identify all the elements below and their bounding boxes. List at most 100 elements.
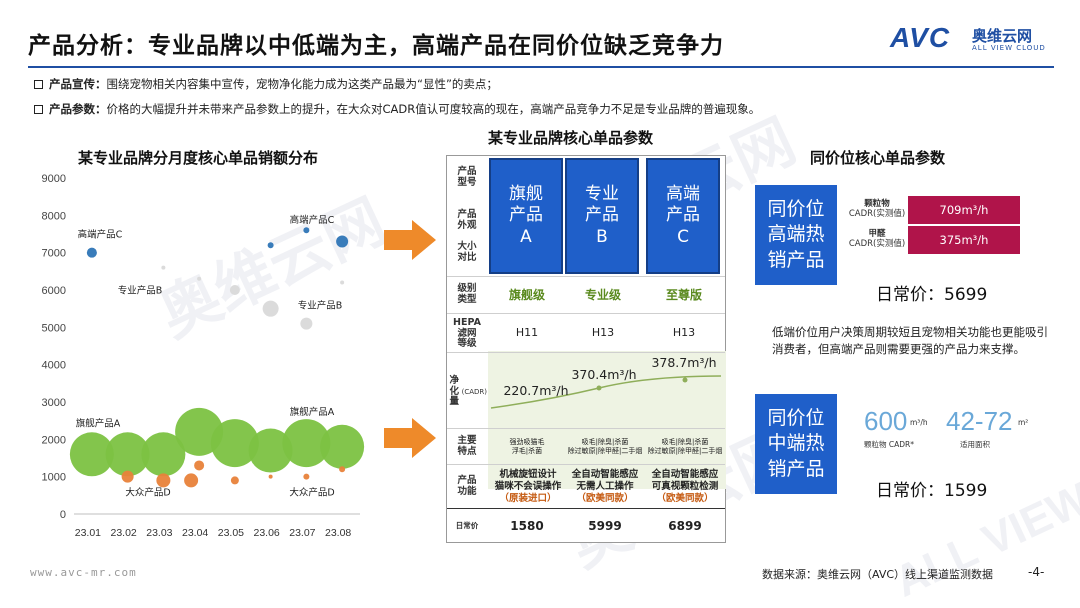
bubble-point xyxy=(121,470,134,483)
row-divider xyxy=(447,276,725,277)
function-origin: （原装进口） xyxy=(499,492,557,504)
row-label: 级别 类型 xyxy=(457,283,477,305)
function-line: 无需人工操作 xyxy=(576,481,634,493)
x-tick-label: 23.04 xyxy=(182,527,208,539)
features-b: 吸毛|除臭|杀菌 除过敏原|除甲醛|二手烟 xyxy=(567,438,643,455)
row-divider xyxy=(447,313,725,314)
function-line: 机械旋钮设计 xyxy=(499,469,557,481)
series-annotation: 专业产品B xyxy=(118,285,163,297)
y-tick-label: 1000 xyxy=(42,472,66,484)
function-origin: （欧美同款） xyxy=(656,492,714,504)
y-tick-label: 9000 xyxy=(42,173,66,185)
series-annotation: 高端产品C xyxy=(78,229,123,241)
x-tick-label: 23.01 xyxy=(75,527,101,539)
series-annotation: 大众产品D xyxy=(125,486,170,498)
footer-source: 数据来源：奥维云网（AVC）线上渠道监测数据 xyxy=(762,568,994,581)
bullet-text: 围绕宠物相关内容集中宣传，宠物净化能力成为这类产品最为“显性”的卖点； xyxy=(106,77,498,91)
function-line: 全自动智能感应 xyxy=(571,469,639,481)
row-label: 主要 特点 xyxy=(457,435,477,457)
particle-cadr-bar: 709m³/h xyxy=(908,196,1020,224)
high-end-price: 日常价：5699 xyxy=(876,285,988,305)
cadr-c: 378.7m³/h xyxy=(651,355,717,371)
bubble-point xyxy=(86,247,97,258)
product-name: 专业 产品 B xyxy=(585,184,619,247)
features-c: 吸毛|除臭|杀菌 除过敏原|除甲醛|二手烟 xyxy=(647,438,723,455)
bubble-point xyxy=(248,428,293,473)
table-band xyxy=(488,351,726,489)
product-a-box: 旗舰 产品 A xyxy=(489,158,563,274)
cadr-a: 220.7m³/h xyxy=(503,383,569,399)
row-divider xyxy=(447,508,725,509)
level-a: 旗舰级 xyxy=(508,287,545,302)
y-tick-label: 0 xyxy=(60,509,66,521)
bubble-point xyxy=(156,473,171,488)
logo-avc-text: AVC xyxy=(890,22,951,53)
bubble-point xyxy=(320,424,365,469)
mid-area-label: 适用面积 xyxy=(960,440,990,449)
bubble-point xyxy=(340,280,345,285)
arrow-right-icon xyxy=(384,418,436,458)
series-annotation: 专业产品B xyxy=(298,300,343,312)
series-annotation: 大众产品D xyxy=(289,486,334,498)
hepa-a: H11 xyxy=(515,326,539,340)
bubble-point xyxy=(336,235,349,248)
bubble-point xyxy=(282,419,331,468)
x-tick-label: 23.05 xyxy=(218,527,244,539)
formaldehyde-label: 甲醛 xyxy=(868,229,886,239)
x-tick-label: 23.03 xyxy=(146,527,172,539)
formaldehyde-cadr-bar: 375m³/h xyxy=(908,226,1020,254)
bubble-point xyxy=(210,419,259,468)
row-divider xyxy=(447,352,725,353)
high-end-box-text: 同价位 高端热 销产品 xyxy=(767,197,825,271)
row-label: 产品 外观 大小 对比 xyxy=(457,208,477,264)
arrow-right-icon xyxy=(384,220,436,260)
row-label: 日常价 xyxy=(455,520,479,530)
row-divider xyxy=(447,464,725,465)
x-tick-label: 23.06 xyxy=(253,527,279,539)
function-a: 机械旋钮设计 猫咪不会误操作 （原装进口） xyxy=(489,466,567,508)
y-tick-label: 5000 xyxy=(42,322,66,334)
function-c: 全自动智能感应 可真视颗粒检测 （欧美同款） xyxy=(645,466,725,508)
bubble-point xyxy=(339,466,346,473)
cadr-curve xyxy=(490,375,722,409)
y-tick-label: 3000 xyxy=(42,397,66,409)
price-b: 5999 xyxy=(588,518,622,533)
bubble-point xyxy=(69,432,114,477)
mid-end-price: 日常价：1599 xyxy=(876,481,988,501)
footer-url: www.avc-mr.com xyxy=(30,566,137,579)
analysis-desc: 低端价位用户决策周期较短且宠物相关功能也更能吸引消费者，但高端产品则需要更强的产… xyxy=(772,325,1048,356)
row-label: 净化量 (CADR) xyxy=(449,374,487,408)
high-end-box: 同价位 高端热 销产品 xyxy=(755,185,837,285)
function-b: 全自动智能感应 无需人工操作 （欧美同款） xyxy=(565,466,645,508)
bullet-label: 产品宣传： xyxy=(49,77,107,91)
y-tick-label: 8000 xyxy=(42,210,66,222)
product-b-box: 专业 产品 B xyxy=(565,158,639,274)
y-tick-label: 7000 xyxy=(42,248,66,260)
series-annotation: 旗舰产品A xyxy=(76,417,121,429)
table-title: 某专业品牌核心单品参数 xyxy=(488,129,654,147)
bubble-point xyxy=(105,432,150,477)
mid-cadr-label: 颗粒物 CADR* xyxy=(864,440,914,449)
bubble-point xyxy=(197,276,202,281)
formaldehyde-cadr-label: 甲醛 CADR(实测值) xyxy=(848,229,906,250)
formaldehyde-sub: CADR(实测值) xyxy=(848,238,906,249)
level-c: 至尊版 xyxy=(665,287,702,302)
bubble-point xyxy=(300,317,313,330)
function-line: 全自动智能感应 xyxy=(651,469,719,481)
bubble-point xyxy=(262,300,279,317)
page-title: 产品分析：专业品牌以中低端为主，高端产品在同价位缺乏竞争力 xyxy=(28,33,724,59)
hepa-c: H13 xyxy=(672,326,696,340)
mid-area-unit: m² xyxy=(1018,418,1029,427)
mid-area-value: 42-72 xyxy=(946,406,1013,436)
product-param-table: 产品 型号 产品 外观 大小 对比 级别 类型 HEPA 滤网 等级 净化量 (CADR) 主要… xyxy=(446,155,726,543)
bubble-point xyxy=(230,476,239,485)
logo-en-text: ALL VIEW CLOUD xyxy=(972,44,1046,52)
bubble-point xyxy=(184,473,199,488)
right-section-title: 同价位核心单品参数 xyxy=(810,149,946,167)
y-tick-label: 6000 xyxy=(42,285,66,297)
x-tick-label: 23.07 xyxy=(289,527,315,539)
particle-cadr-label: 颗粒物 CADR(实测值) xyxy=(848,199,906,220)
function-line: 可真视颗粒检测 xyxy=(651,481,719,493)
bullet-text: 价格的大幅提升并未带来产品参数上的提升，在大众对CADR值认可度较高的现在，高端… xyxy=(106,102,761,116)
features-a: 强劲吸猫毛 浮毛|杀菌 xyxy=(509,438,545,455)
